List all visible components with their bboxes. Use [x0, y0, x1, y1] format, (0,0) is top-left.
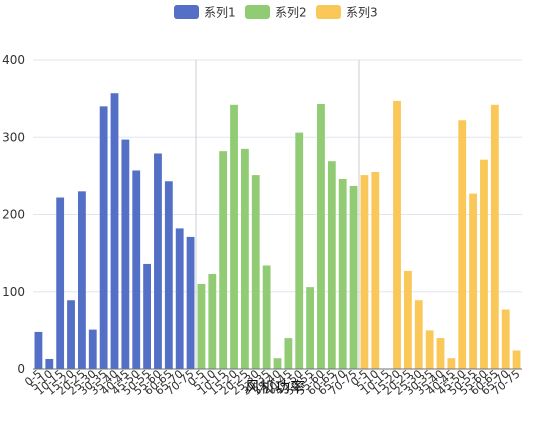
bar [230, 104, 238, 369]
bar [447, 358, 456, 369]
bar [77, 191, 86, 369]
bar [88, 329, 97, 369]
bar [317, 104, 325, 369]
legend-swatch[interactable] [316, 5, 341, 19]
bar [360, 175, 369, 369]
bar [371, 172, 380, 369]
bar [121, 139, 130, 369]
bar [197, 284, 206, 369]
bar [208, 273, 217, 369]
bar [501, 309, 510, 369]
bar [414, 300, 423, 369]
bar [284, 338, 293, 369]
legend-swatch[interactable] [174, 5, 199, 19]
bar [164, 181, 173, 369]
legend-label[interactable]: 系列1 [204, 6, 236, 20]
bar [338, 178, 347, 369]
y-tick-label: 200 [2, 208, 25, 222]
bar [393, 100, 401, 369]
bar [219, 151, 228, 369]
bar [458, 120, 467, 369]
bar [99, 106, 108, 369]
bar [327, 161, 336, 369]
bar [175, 228, 184, 369]
bar [251, 175, 260, 369]
bar [45, 358, 54, 369]
y-axis-ticks: 0 100 200 300 400 [2, 53, 25, 376]
series-separators [195, 60, 360, 369]
bar [295, 132, 304, 369]
bar [403, 270, 412, 369]
bar [425, 330, 434, 370]
bar [262, 265, 271, 369]
bar [240, 148, 249, 369]
bar [469, 193, 478, 369]
bar [306, 287, 315, 369]
bar [154, 153, 162, 369]
y-tick-label: 400 [2, 53, 25, 67]
bar [490, 104, 499, 369]
bars [34, 93, 521, 370]
legend: 系列1 系列2 系列3 [174, 5, 378, 20]
bar [186, 236, 195, 369]
bar [273, 358, 282, 369]
y-tick-label: 100 [2, 285, 25, 299]
legend-label[interactable]: 系列2 [275, 6, 307, 20]
bar [34, 331, 43, 369]
legend-swatch[interactable] [245, 5, 270, 19]
bar [56, 197, 65, 369]
bar [110, 93, 119, 369]
bar [349, 185, 358, 369]
y-tick-label: 0 [17, 362, 25, 376]
bar [512, 350, 521, 369]
y-tick-label: 300 [2, 130, 25, 144]
bar [67, 300, 75, 369]
bar [480, 159, 488, 369]
x-axis-label: 风机功率 [245, 378, 305, 396]
legend-label[interactable]: 系列3 [346, 6, 378, 20]
bar [143, 263, 152, 369]
bar [132, 170, 141, 369]
bar [436, 338, 445, 369]
